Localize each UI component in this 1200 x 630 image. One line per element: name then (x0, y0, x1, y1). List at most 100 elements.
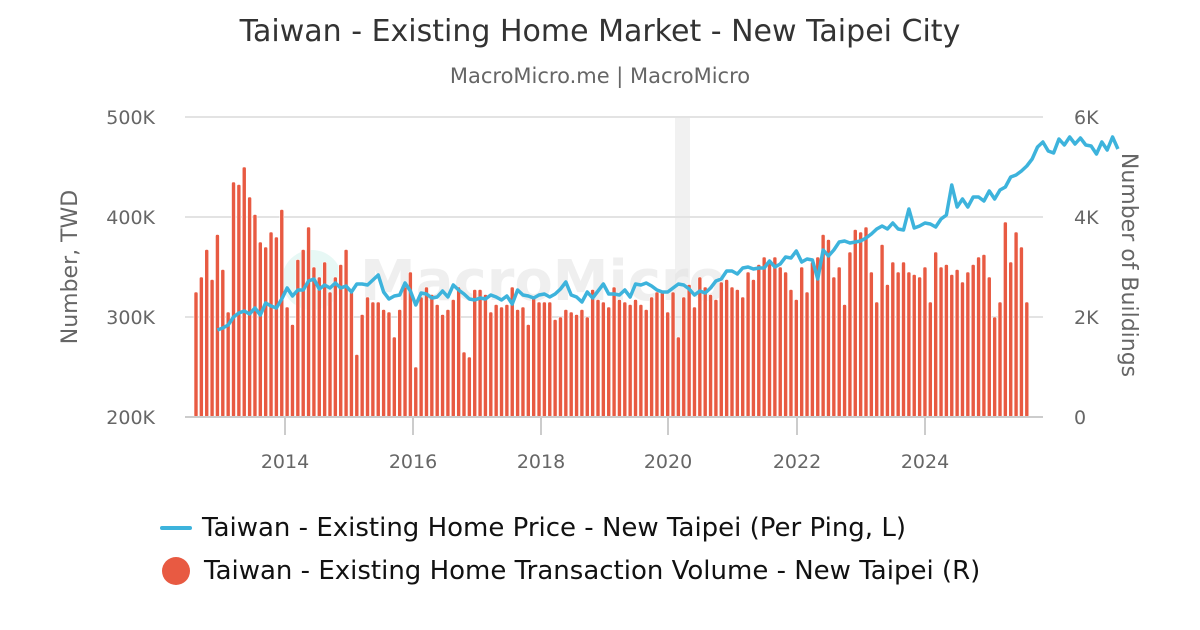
volume-bar (311, 266, 317, 418)
volume-bar (220, 269, 226, 418)
volume-bar (333, 276, 338, 418)
volume-bar (386, 311, 392, 418)
volume-bar (928, 301, 933, 418)
volume-bar (836, 266, 842, 418)
volume-bar (477, 289, 483, 418)
volume-bar (558, 316, 563, 418)
right-tick-label: 0 (1074, 407, 1086, 429)
volume-bar (761, 256, 767, 418)
volume-bar (531, 296, 536, 418)
volume-bar (504, 304, 510, 418)
x-tick-label: 2018 (517, 451, 565, 473)
legend-item-price[interactable]: Taiwan - Existing Home Price - New Taipe… (160, 506, 980, 549)
volume-bar (343, 249, 349, 418)
volume-bar (960, 281, 965, 418)
volume-bar (660, 291, 665, 418)
volume-bar (370, 301, 376, 418)
volume-bar (392, 336, 397, 418)
volume-bar (638, 304, 644, 418)
volume-bar (595, 299, 601, 418)
legend-item-volume[interactable]: Taiwan - Existing Home Transaction Volum… (160, 549, 980, 592)
volume-bar (354, 354, 360, 418)
volume-bar (783, 271, 788, 418)
volume-bar (702, 286, 708, 418)
volume-bar (922, 266, 928, 418)
volume-bar (241, 166, 247, 418)
volume-bar (349, 291, 354, 418)
volume-bar (429, 294, 435, 418)
volume-bar (574, 314, 579, 418)
volume-bar (911, 274, 917, 418)
x-tick-label: 2016 (389, 451, 437, 473)
volume-bar (488, 311, 494, 418)
volume-bar (418, 296, 424, 418)
volume-bar (735, 289, 740, 418)
volume-bar (708, 294, 713, 418)
volume-bar (654, 291, 660, 418)
volume-bar (622, 301, 628, 418)
volume-bar (713, 299, 719, 418)
right-tick-label: 2K (1074, 307, 1099, 329)
volume-bar (670, 291, 676, 418)
left-axis-title: Number, TWD (58, 190, 83, 345)
volume-bar (579, 309, 585, 418)
volume-bar (751, 279, 756, 418)
volume-bar (547, 301, 553, 418)
volume-bar (252, 214, 258, 418)
volume-bar (815, 256, 821, 418)
volume-bar (847, 251, 853, 418)
volume-bar (456, 286, 461, 418)
volume-bar (483, 294, 488, 418)
left-tick-label: 400K (106, 207, 155, 229)
x-tick-label: 2024 (901, 451, 949, 473)
volume-bar (402, 286, 408, 418)
line-marker-icon (160, 525, 192, 530)
volume-bar (842, 304, 847, 418)
volume-bar (499, 306, 504, 418)
volume-bar (279, 209, 285, 418)
volume-bar (359, 314, 365, 418)
volume-bar (944, 264, 949, 418)
volume-bar (970, 264, 976, 418)
left-tick-label: 200K (106, 407, 155, 429)
volume-bar (686, 284, 692, 418)
volume-bar (869, 271, 874, 418)
volume-bar (697, 276, 703, 418)
volume-bar (633, 299, 638, 418)
volume-bar (231, 181, 236, 418)
volume-bar (949, 274, 955, 418)
volume-bar (365, 296, 370, 418)
volume-bar (933, 251, 938, 418)
volume-bar (520, 306, 526, 418)
volume-bar (799, 266, 804, 418)
volume-bar (542, 301, 547, 418)
volume-bar (772, 256, 778, 418)
volume-bar (976, 256, 981, 418)
volume-bar (1013, 231, 1019, 418)
volume-bar (461, 351, 467, 418)
volume-bar (874, 301, 880, 418)
volume-bar (676, 336, 681, 418)
legend-label: Taiwan - Existing Home Price - New Taipe… (202, 512, 906, 543)
volume-bar (885, 284, 890, 418)
volume-bar (204, 249, 210, 418)
right-tick-label: 4K (1074, 207, 1099, 229)
volume-bar (643, 309, 649, 418)
volume-bar (215, 234, 220, 418)
volume-bar (295, 259, 301, 418)
left-tick-label: 500K (106, 107, 155, 129)
volume-bar (1003, 221, 1008, 418)
volume-bar (424, 286, 429, 418)
volume-bar (236, 184, 242, 418)
volume-bar (300, 249, 306, 418)
right-axis-labels: 6K 4K 2K 0 (1074, 107, 1099, 429)
volume-bar (906, 271, 912, 418)
volume-bar (954, 269, 960, 418)
volume-bar (601, 301, 606, 418)
volume-bar (306, 226, 311, 418)
chart-subtitle: MacroMicro.me | MacroMicro (449, 64, 751, 88)
volume-bar (247, 196, 252, 418)
volume-bar (826, 239, 831, 418)
volume-bar (794, 299, 799, 418)
volume-bar (209, 279, 215, 418)
